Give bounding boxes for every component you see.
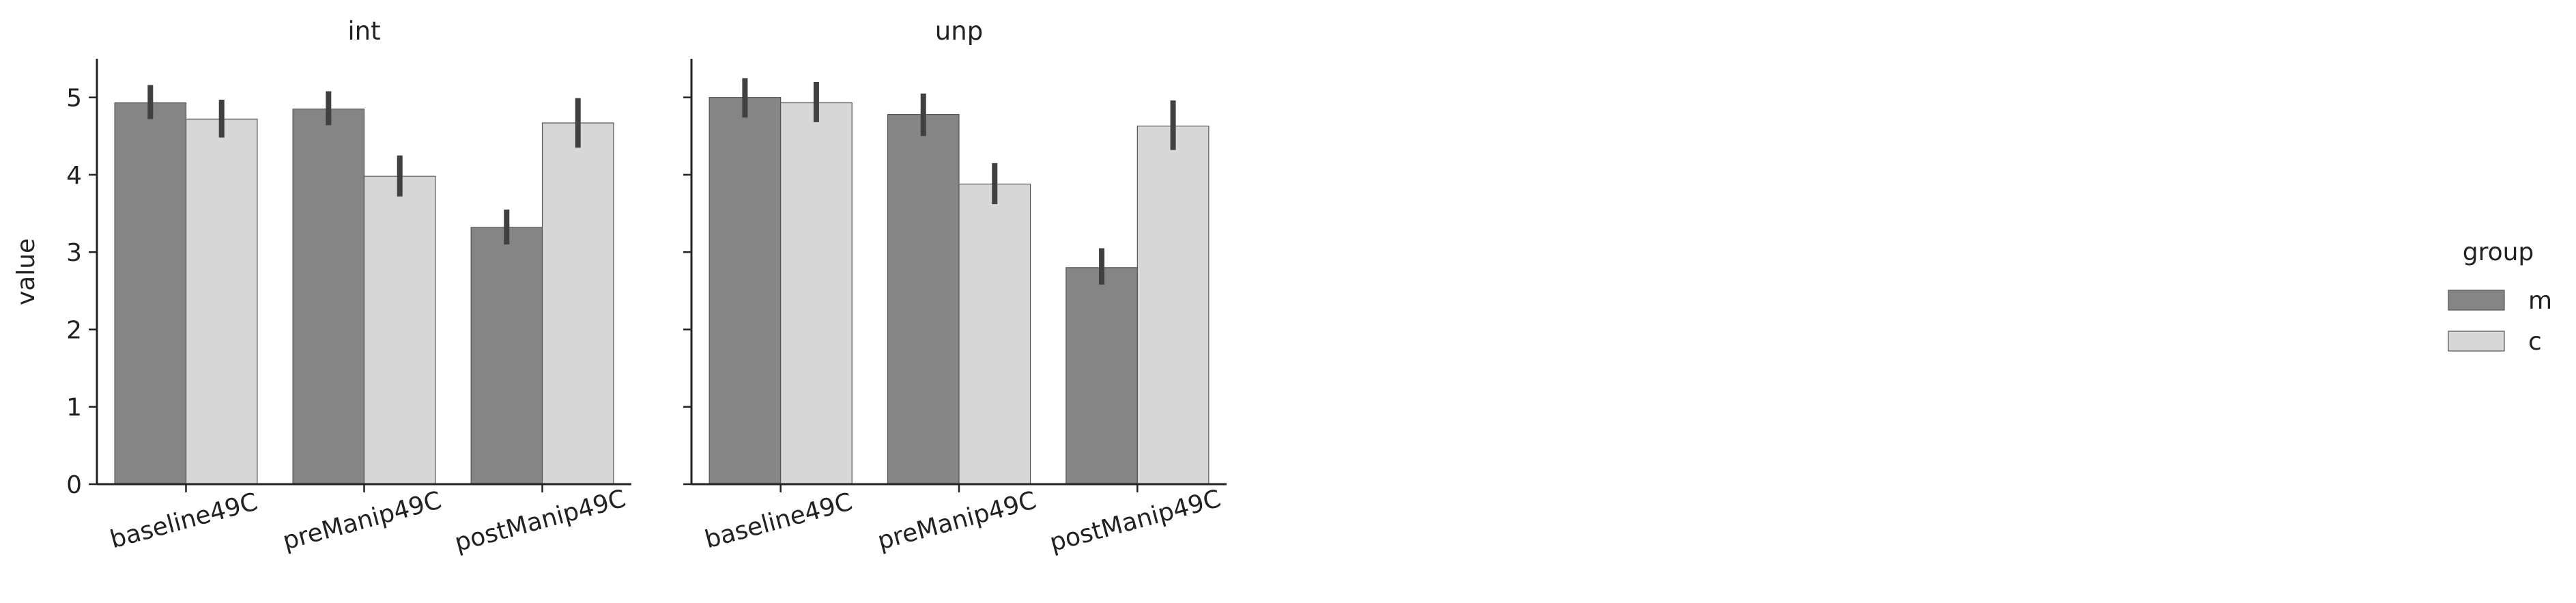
y-axis-label: value <box>12 238 40 305</box>
bar-m-preManip49C <box>292 109 365 485</box>
y-tick-label: 5 <box>66 85 82 113</box>
bar-c-preManip49C <box>958 183 1031 485</box>
panel-unp: unp baseline49C preManip49C postManip49C <box>683 16 1227 557</box>
y-tick-label: 4 <box>66 162 82 190</box>
bar-m-postManip49C <box>470 227 543 485</box>
bar-c-baseline49C <box>185 118 258 485</box>
panel-title: unp <box>935 16 983 46</box>
y-tick-label: 3 <box>66 239 82 267</box>
x-tick-label: postManip49C <box>1047 485 1224 557</box>
legend-label-m: m <box>2528 287 2552 315</box>
bar-c-preManip49C <box>363 176 436 485</box>
bar-c-baseline49C <box>780 102 853 485</box>
legend-title: group <box>2463 238 2534 266</box>
y-tick-label: 1 <box>66 394 82 422</box>
legend-label-c: c <box>2528 328 2542 356</box>
x-tick-label: preManip49C <box>874 486 1039 555</box>
legend-items: mc <box>2448 287 2552 356</box>
legend: group mc <box>2448 238 2552 356</box>
bar-m-postManip49C <box>1065 267 1138 485</box>
x-tick-label: baseline49C <box>702 488 855 554</box>
panel-int: int 0 1 2 3 4 5 baseline49C preManip49C postManip… <box>66 16 631 557</box>
bar-m-preManip49C <box>887 113 960 485</box>
x-tick-label: baseline49C <box>107 488 261 554</box>
y-tick-label: 2 <box>66 316 82 344</box>
x-tick-label: preManip49C <box>280 486 444 555</box>
bar-m-baseline49C <box>114 102 187 485</box>
bar-c-postManip49C <box>541 122 614 485</box>
legend-swatch-m <box>2448 290 2505 311</box>
legend-swatch-c <box>2448 331 2505 352</box>
bar-c-postManip49C <box>1136 125 1210 485</box>
panel-title: int <box>347 16 380 46</box>
bar-m-baseline49C <box>709 97 782 485</box>
y-tick-label: 0 <box>66 471 82 499</box>
x-tick-label: postManip49C <box>452 485 629 557</box>
